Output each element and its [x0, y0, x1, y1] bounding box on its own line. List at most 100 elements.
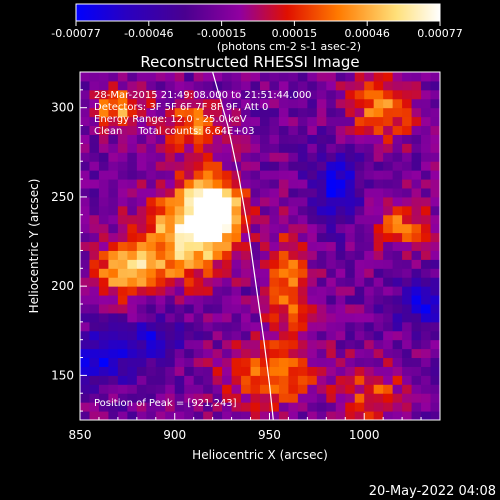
heatmap-cell: [212, 357, 223, 367]
heatmap-cell: [80, 348, 90, 359]
heatmap-cell: [193, 393, 204, 403]
heatmap-cell: [421, 107, 432, 118]
heatmap-cell: [316, 321, 327, 332]
heatmap-cell: [383, 223, 394, 234]
heatmap-cell: [136, 89, 147, 100]
heatmap-cell: [430, 116, 440, 127]
heatmap-cell: [250, 321, 261, 332]
heatmap-cell: [345, 259, 356, 269]
heatmap-cell: [326, 214, 337, 225]
heatmap-cell: [316, 170, 327, 180]
heatmap-cell: [288, 277, 299, 287]
heatmap-cell: [250, 259, 261, 269]
heatmap-cell: [345, 72, 356, 82]
heatmap-cell: [212, 143, 223, 153]
heatmap-cell: [98, 107, 109, 118]
heatmap-cell: [260, 125, 270, 135]
heatmap-cell: [373, 339, 384, 350]
heatmap-cell: [98, 89, 109, 100]
heatmap-cell: [269, 321, 280, 332]
heatmap-cell: [231, 223, 242, 234]
heatmap-cell: [278, 232, 289, 243]
heatmap-cell: [250, 393, 261, 403]
heatmap-cell: [307, 277, 318, 287]
heatmap-cell: [117, 312, 128, 323]
heatmap-cell: [155, 161, 166, 171]
heatmap-cell: [184, 179, 195, 189]
heatmap-cell: [146, 402, 157, 412]
heatmap-cell: [260, 116, 270, 127]
heatmap-cell: [184, 339, 195, 350]
heatmap-cell: [146, 232, 157, 243]
heatmap-cell: [212, 312, 223, 323]
heatmap-cell: [212, 214, 223, 225]
heatmap-cell: [231, 143, 242, 153]
heatmap-cell: [231, 179, 242, 189]
heatmap-cell: [98, 277, 109, 287]
heatmap-cell: [146, 89, 157, 100]
heatmap-cell: [373, 241, 384, 251]
heatmap-cell: [127, 72, 138, 82]
heatmap-cell: [278, 295, 289, 305]
heatmap-cell: [392, 321, 403, 332]
heatmap-cell: [241, 339, 252, 350]
heatmap-cell: [117, 205, 128, 216]
heatmap-cell: [155, 152, 166, 162]
heatmap-cell: [174, 72, 185, 82]
heatmap-cell: [241, 384, 252, 394]
heatmap-cell: [136, 241, 147, 251]
heatmap-cell: [269, 411, 280, 420]
heatmap-cell: [108, 116, 119, 127]
heatmap-cell: [430, 125, 440, 135]
heatmap-cell: [146, 116, 157, 127]
heatmap-cell: [430, 161, 440, 171]
heatmap-cell: [421, 339, 432, 350]
heatmap-cell: [193, 375, 204, 385]
heatmap-cell: [278, 268, 289, 278]
heatmap-cell: [250, 214, 261, 225]
heatmap-cell: [260, 161, 270, 171]
heatmap-cell: [117, 357, 128, 367]
heatmap-cell: [430, 89, 440, 100]
heatmap-cell: [316, 143, 327, 153]
heatmap-cell: [89, 241, 100, 251]
heatmap-cell: [89, 161, 100, 171]
heatmap-cell: [146, 161, 157, 171]
heatmap-cell: [260, 98, 270, 109]
heatmap-cell: [297, 384, 308, 394]
heatmap-cell: [316, 188, 327, 198]
heatmap-cell: [241, 116, 252, 127]
heatmap-cell: [411, 232, 422, 243]
heatmap-cell: [421, 143, 432, 153]
heatmap-cell: [411, 375, 422, 385]
heatmap-cell: [231, 196, 242, 207]
heatmap-cell: [127, 179, 138, 189]
heatmap-cell: [165, 339, 176, 350]
heatmap-cell: [335, 304, 346, 314]
heatmap-cell: [165, 214, 176, 225]
heatmap-cell: [402, 384, 413, 394]
heatmap-cell: [80, 259, 90, 269]
heatmap-cell: [402, 125, 413, 135]
heatmap-cell: [411, 98, 422, 109]
heatmap-cell: [222, 339, 233, 350]
heatmap-cell: [392, 161, 403, 171]
heatmap-cell: [212, 339, 223, 350]
heatmap-cell: [383, 196, 394, 207]
heatmap-cell: [421, 411, 432, 420]
heatmap-cell: [373, 393, 384, 403]
plot-frame: [79, 71, 441, 421]
heatmap-cell: [184, 312, 195, 323]
heatmap-cell: [212, 411, 223, 420]
heatmap-cell: [392, 80, 403, 91]
heatmap-cell: [117, 393, 128, 403]
heatmap-cell: [316, 161, 327, 171]
heatmap-cell: [421, 348, 432, 359]
heatmap-cell: [98, 268, 109, 278]
heatmap-cell: [288, 89, 299, 100]
heatmap-cell: [193, 152, 204, 162]
heatmap-cell: [193, 259, 204, 269]
heatmap-cell: [127, 188, 138, 198]
heatmap-cell: [354, 384, 365, 394]
heatmap-cell: [184, 357, 195, 367]
